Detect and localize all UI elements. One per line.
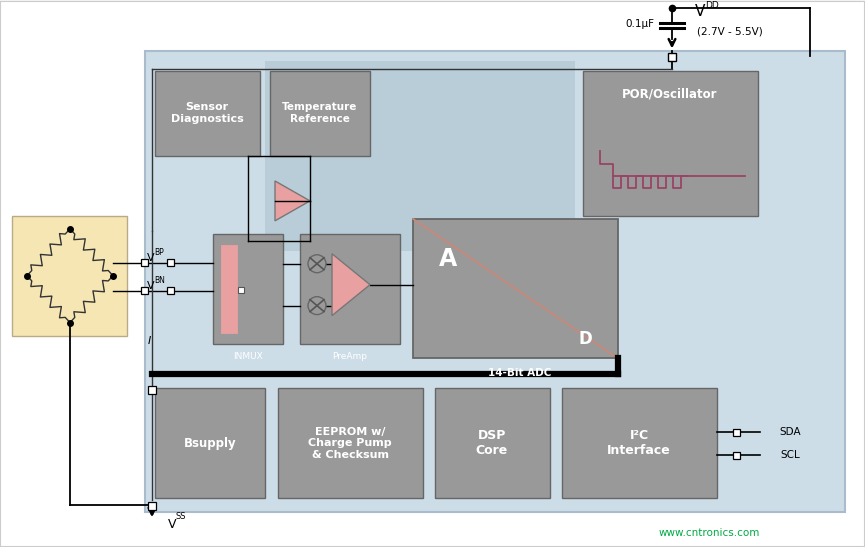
- Bar: [562, 388, 717, 498]
- Text: EEPROM w/
Charge Pump
& Checksum: EEPROM w/ Charge Pump & Checksum: [308, 427, 392, 460]
- Text: V: V: [695, 4, 705, 19]
- Text: 14-Bit ADC: 14-Bit ADC: [489, 369, 552, 379]
- Text: INMUX: INMUX: [234, 352, 263, 361]
- Bar: [733, 452, 740, 459]
- Text: SCL: SCL: [780, 450, 800, 460]
- Text: www.cntronics.com: www.cntronics.com: [658, 528, 760, 538]
- Text: 0.1μF: 0.1μF: [625, 19, 654, 30]
- Text: PreAmp: PreAmp: [332, 352, 368, 361]
- Bar: [220, 244, 238, 334]
- Text: POR/Oscillator: POR/Oscillator: [622, 88, 718, 101]
- Text: BN: BN: [154, 276, 165, 285]
- Text: SDA: SDA: [779, 427, 801, 437]
- Bar: [278, 388, 423, 498]
- Polygon shape: [332, 254, 370, 316]
- Bar: [733, 429, 740, 437]
- Bar: [148, 386, 156, 394]
- Bar: [300, 234, 400, 344]
- Text: BP: BP: [154, 248, 163, 257]
- Bar: [270, 71, 370, 156]
- Text: V: V: [168, 517, 176, 531]
- Bar: [435, 388, 550, 498]
- Text: Bsupply: Bsupply: [183, 437, 236, 450]
- Text: DD: DD: [705, 1, 719, 10]
- Bar: [413, 219, 618, 358]
- Bar: [167, 287, 174, 294]
- Bar: [155, 388, 265, 498]
- Bar: [238, 287, 244, 293]
- Text: SS: SS: [175, 511, 185, 521]
- Text: DSP
Core: DSP Core: [476, 429, 508, 457]
- Bar: [668, 53, 676, 61]
- Text: V: V: [147, 281, 155, 290]
- Bar: [583, 71, 758, 216]
- Text: I²C
Interface: I²C Interface: [607, 429, 671, 457]
- Text: V: V: [147, 253, 155, 263]
- Bar: [213, 234, 283, 344]
- Polygon shape: [275, 181, 310, 221]
- Bar: [141, 287, 148, 294]
- Bar: [265, 61, 575, 251]
- Bar: [145, 51, 845, 512]
- Text: (2.7V - 5.5V): (2.7V - 5.5V): [697, 26, 763, 36]
- Bar: [167, 259, 174, 266]
- Text: A: A: [439, 247, 457, 271]
- Text: I: I: [148, 335, 151, 346]
- Text: Temperature
Reference: Temperature Reference: [282, 102, 358, 124]
- Text: D: D: [578, 329, 592, 347]
- Bar: [155, 71, 260, 156]
- Bar: [148, 502, 156, 510]
- Bar: [12, 216, 127, 335]
- Text: Sensor
Diagnostics: Sensor Diagnostics: [170, 102, 243, 124]
- Bar: [141, 259, 148, 266]
